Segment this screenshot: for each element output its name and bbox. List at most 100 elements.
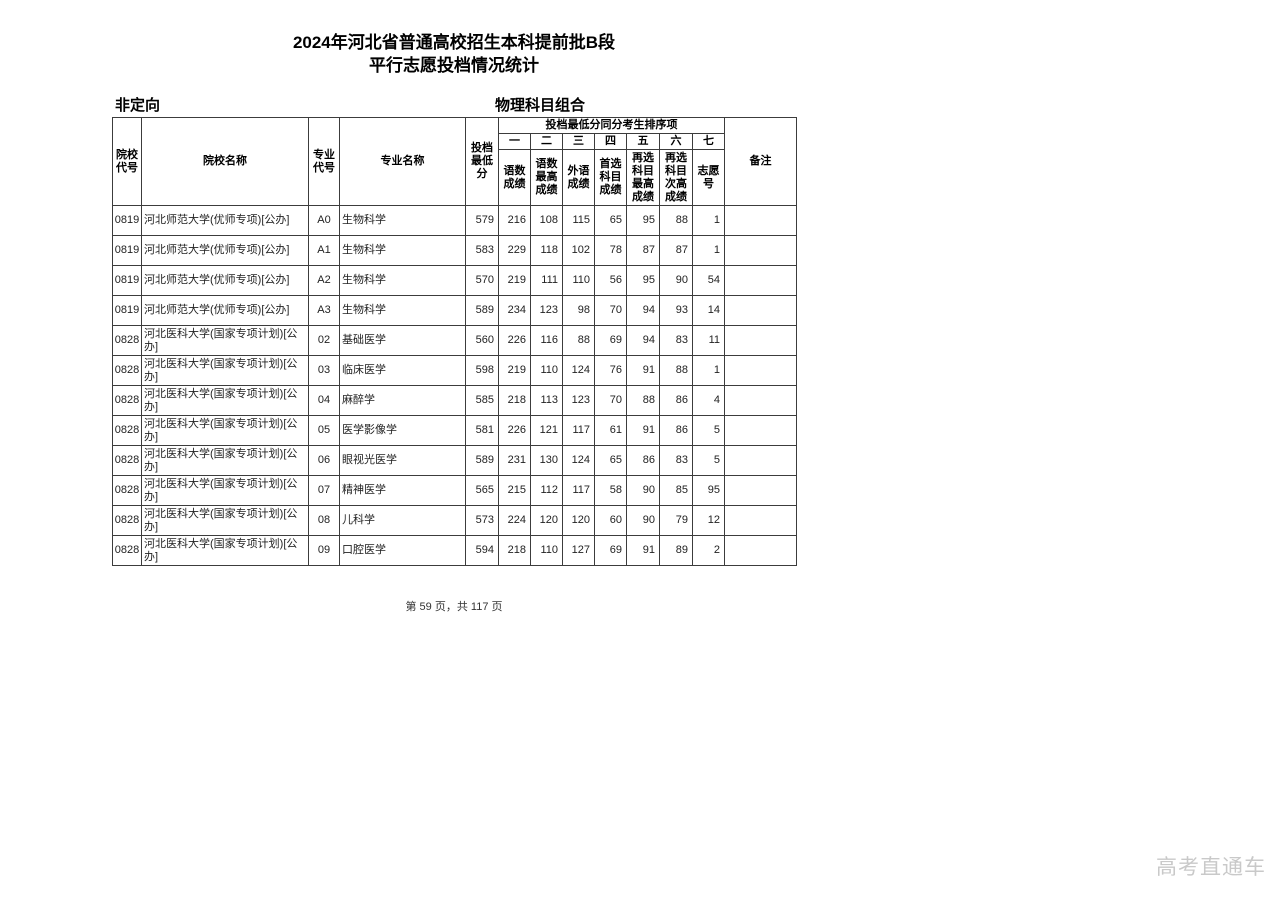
rank-score-cell: 89 xyxy=(659,535,693,566)
rank-score-cell: 93 xyxy=(659,295,693,326)
major-name-cell: 生物科学 xyxy=(339,265,466,296)
college-name-cell: 河北医科大学(国家专项计划)[公办] xyxy=(141,325,309,356)
min-score-cell: 589 xyxy=(465,445,499,476)
plan-type-label: 非定向 xyxy=(115,97,161,114)
document-body: 2024年河北省普通高校招生本科提前批B段 平行志愿投档情况统计 非定向 物理科… xyxy=(112,31,798,566)
table-row: 0828 河北医科大学(国家专项计划)[公办] 08 儿科学 573 224 120 120 6… xyxy=(112,505,798,536)
rank-score-cell: 219 xyxy=(498,265,531,296)
rank-score-cell: 91 xyxy=(626,415,660,446)
rank-score-cell: 111 xyxy=(530,265,563,296)
table-row: 0828 河北医科大学(国家专项计划)[公办] 06 眼视光医学 589 231 130 12… xyxy=(112,445,798,476)
rank-score-cell: 12 xyxy=(691,505,726,536)
rank-score-cell: 116 xyxy=(530,325,563,356)
rank-label: 语数最高成绩 xyxy=(530,149,563,206)
rank-score-cell: 123 xyxy=(530,295,563,326)
rank-score-cell: 4 xyxy=(691,385,726,416)
college-name-cell: 河北医科大学(国家专项计划)[公办] xyxy=(141,385,309,416)
watermark-text: 高考直通车 xyxy=(1156,856,1266,879)
major-code-cell: A0 xyxy=(308,205,340,236)
rank-score-cell: 2 xyxy=(691,535,726,566)
college-name-cell: 河北医科大学(国家专项计划)[公办] xyxy=(141,445,309,476)
table-row: 0819 河北师范大学(优师专项)[公办] A0 生物科学 579 216 108 115 65… xyxy=(112,205,798,236)
major-code-cell: A3 xyxy=(308,295,340,326)
min-score-cell: 585 xyxy=(465,385,499,416)
major-name-cell: 医学影像学 xyxy=(339,415,466,446)
rank-score-cell: 127 xyxy=(562,535,595,566)
rank-label: 首选科目成绩 xyxy=(594,149,627,206)
major-name-cell: 眼视光医学 xyxy=(339,445,466,476)
remark-cell xyxy=(724,475,798,506)
rank-score-cell: 94 xyxy=(626,325,660,356)
rank-score-cell: 110 xyxy=(530,535,563,566)
rank-score-cell: 83 xyxy=(659,445,693,476)
rank-score-cell: 91 xyxy=(626,355,660,386)
major-code-cell: 02 xyxy=(308,325,340,356)
rank-score-cell: 90 xyxy=(659,265,693,296)
major-name-cell: 口腔医学 xyxy=(339,535,466,566)
rank-score-cell: 130 xyxy=(530,445,563,476)
rank-score-cell: 5 xyxy=(691,445,726,476)
major-code-cell: 05 xyxy=(308,415,340,446)
col-header-min-score: 投档最低分 xyxy=(465,117,499,206)
table-header: 院校代号 院校名称 专业代号 专业名称 投档最低分 投档最低分同分考生排序项 备… xyxy=(112,117,798,206)
table-row: 0828 河北医科大学(国家专项计划)[公办] 07 精神医学 565 215 112 117… xyxy=(112,475,798,506)
rank-number: 五 xyxy=(626,133,660,150)
rank-score-cell: 58 xyxy=(594,475,627,506)
college-code-cell: 0828 xyxy=(112,385,142,416)
rank-score-cell: 86 xyxy=(659,385,693,416)
rank-score-cell: 218 xyxy=(498,385,531,416)
rank-score-cell: 88 xyxy=(562,325,595,356)
remark-cell xyxy=(724,355,798,386)
rank-score-cell: 11 xyxy=(691,325,726,356)
rank-score-cell: 108 xyxy=(530,205,563,236)
rank-number: 三 xyxy=(562,133,595,150)
rank-score-cell: 120 xyxy=(562,505,595,536)
major-name-cell: 儿科学 xyxy=(339,505,466,536)
rank-score-cell: 102 xyxy=(562,235,595,266)
rank-score-cell: 118 xyxy=(530,235,563,266)
remark-cell xyxy=(724,205,798,236)
rank-number: 七 xyxy=(691,133,726,150)
major-name-cell: 临床医学 xyxy=(339,355,466,386)
table-row: 0828 河北医科大学(国家专项计划)[公办] 02 基础医学 560 226 116 88 6… xyxy=(112,325,798,356)
rank-score-cell: 79 xyxy=(659,505,693,536)
table-row: 0828 河北医科大学(国家专项计划)[公办] 09 口腔医学 594 218 110 127… xyxy=(112,535,798,566)
major-name-cell: 生物科学 xyxy=(339,295,466,326)
major-name-cell: 生物科学 xyxy=(339,205,466,236)
rank-score-cell: 65 xyxy=(594,445,627,476)
college-code-cell: 0819 xyxy=(112,205,142,236)
remark-cell xyxy=(724,325,798,356)
college-name-cell: 河北师范大学(优师专项)[公办] xyxy=(141,295,309,326)
rank-score-cell: 88 xyxy=(626,385,660,416)
subject-group-label: 物理科目组合 xyxy=(495,97,586,114)
rank-score-cell: 14 xyxy=(691,295,726,326)
remark-cell xyxy=(724,295,798,326)
rank-score-cell: 5 xyxy=(691,415,726,446)
min-score-cell: 560 xyxy=(465,325,499,356)
rank-score-cell: 219 xyxy=(498,355,531,386)
rank-score-cell: 54 xyxy=(691,265,726,296)
major-code-cell: 09 xyxy=(308,535,340,566)
college-code-cell: 0828 xyxy=(112,325,142,356)
rank-score-cell: 215 xyxy=(498,475,531,506)
college-code-cell: 0828 xyxy=(112,415,142,446)
college-name-cell: 河北师范大学(优师专项)[公办] xyxy=(141,265,309,296)
page-title-line1: 2024年河北省普通高校招生本科提前批B段 xyxy=(292,33,616,52)
min-score-cell: 565 xyxy=(465,475,499,506)
college-code-cell: 0828 xyxy=(112,535,142,566)
remark-cell xyxy=(724,445,798,476)
admission-table: 院校代号 院校名称 专业代号 专业名称 投档最低分 投档最低分同分考生排序项 备… xyxy=(112,117,798,566)
min-score-cell: 579 xyxy=(465,205,499,236)
rank-score-cell: 94 xyxy=(626,295,660,326)
header-row-rank-labels: 语数成绩 语数最高成绩 外语成绩 首选科目成绩 再选科目最高成绩 再选科目次高成… xyxy=(113,149,797,206)
college-name-cell: 河北医科大学(国家专项计划)[公办] xyxy=(141,355,309,386)
min-score-cell: 589 xyxy=(465,295,499,326)
table-row: 0819 河北师范大学(优师专项)[公办] A3 生物科学 589 234 123 98 70 9… xyxy=(112,295,798,326)
rank-score-cell: 91 xyxy=(626,535,660,566)
college-code-cell: 0819 xyxy=(112,235,142,266)
remark-cell xyxy=(724,415,798,446)
rank-score-cell: 124 xyxy=(562,445,595,476)
major-code-cell: A2 xyxy=(308,265,340,296)
header-row-rank-numbers: 一 二 三 四 五 六 七 xyxy=(113,133,797,150)
